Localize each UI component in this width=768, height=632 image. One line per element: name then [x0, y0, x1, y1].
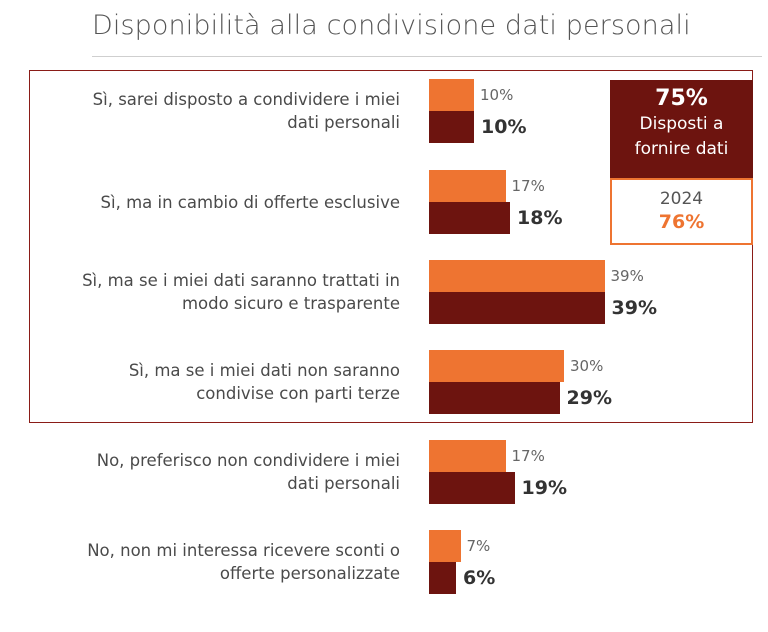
category-label: No, non mi interessa ricevere sconti o of…	[40, 539, 400, 585]
kpi-value: 75%	[655, 86, 708, 111]
category-label-line: offerte personalizzate	[219, 564, 400, 583]
category-label-line: No, preferisco non condividere i miei	[96, 451, 400, 470]
kpi-box: 75% Disposti a fornire dati	[610, 80, 753, 178]
category-label-line: dati personali	[287, 474, 400, 493]
value-label-previous: 39%	[610, 267, 644, 285]
kpi-label-line2: fornire dati	[634, 139, 729, 159]
title-divider	[92, 56, 762, 57]
value-label-previous: 10%	[480, 86, 514, 104]
value-label-previous: 17%	[511, 177, 545, 195]
category-label: Sì, sarei disposto a condividere i miei d…	[40, 88, 400, 134]
bar-current	[429, 382, 560, 414]
kpi-label-line1: Disposti a	[639, 114, 724, 134]
category-label-line: condivise con parti terze	[196, 384, 400, 403]
bar-current	[429, 202, 510, 234]
bar-previous	[429, 440, 506, 472]
category-label-line: dati personali	[287, 113, 400, 132]
bar-current	[429, 292, 605, 324]
category-label: Sì, ma in cambio di offerte esclusive	[40, 191, 400, 214]
category-label: No, preferisco non condividere i miei dat…	[40, 449, 400, 495]
category-label-line: Sì, ma se i miei dati saranno trattati i…	[82, 271, 400, 290]
category-label-line: Sì, sarei disposto a condividere i miei	[92, 90, 400, 109]
bar-current	[429, 472, 515, 504]
value-label-current: 18%	[517, 207, 563, 229]
bar-previous	[429, 260, 605, 292]
bar-current	[429, 111, 474, 143]
category-label-line: Sì, ma in cambio di offerte esclusive	[100, 192, 400, 212]
category-label-line: Sì, ma se i miei dati non saranno	[128, 361, 400, 380]
value-label-current: 39%	[611, 297, 657, 319]
willing-group-box	[29, 70, 753, 423]
chart-title: Disponibilità alla condivisione dati per…	[92, 10, 691, 41]
category-label-line: No, non mi interessa ricevere sconti o	[87, 541, 400, 560]
value-label-current: 19%	[521, 477, 567, 499]
bar-previous	[429, 170, 506, 202]
prev-year-box: 2024 76%	[610, 178, 753, 245]
value-label-current: 29%	[566, 387, 612, 409]
category-label: Sì, ma se i miei dati non saranno condivi…	[40, 359, 400, 405]
value-label-current: 6%	[463, 567, 496, 589]
bar-previous	[429, 530, 461, 562]
value-label-previous: 7%	[466, 537, 491, 555]
value-label-previous: 30%	[570, 357, 604, 375]
category-label-line: modo sicuro e trasparente	[181, 294, 400, 313]
prev-year-label: 2024	[659, 189, 704, 209]
bar-current	[429, 562, 456, 594]
prev-year-value: 76%	[658, 211, 705, 233]
value-label-previous: 17%	[511, 447, 545, 465]
category-label: Sì, ma se i miei dati saranno trattati i…	[40, 269, 400, 315]
value-label-current: 10%	[481, 116, 527, 138]
bar-previous	[429, 79, 474, 111]
bar-previous	[429, 350, 564, 382]
